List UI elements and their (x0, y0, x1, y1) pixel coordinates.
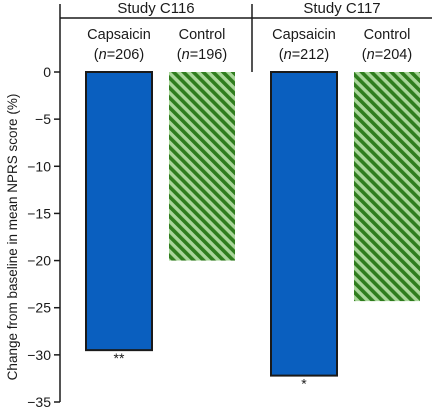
bar-capsaicin (270, 71, 338, 377)
bar-sample-size: (n=196) (177, 47, 227, 63)
significance-marker: * (301, 376, 307, 392)
y-axis: 0 −5 −10 −15 −20 −25 −30 −35 (27, 64, 61, 410)
y-tick-label: −35 (27, 394, 51, 410)
y-tick-label: −30 (27, 347, 51, 363)
group-title: Study C117 (303, 0, 380, 17)
bar-label: Capsaicin (87, 27, 151, 43)
bar-sample-size: (n=206) (94, 47, 144, 63)
bar-label: Capsaicin (272, 27, 336, 43)
y-tick-label: −10 (27, 158, 51, 174)
y-tick-label: 0 (43, 64, 51, 80)
significance-marker: ** (114, 350, 125, 366)
bar-capsaicin (85, 71, 153, 352)
bar-labels: Capsaicin (n=206) ** Control (n=196) Capsaici… (87, 27, 412, 392)
y-tick-label: −20 (27, 253, 51, 269)
y-tick-label: −15 (27, 205, 51, 221)
y-axis-label: Change from baseline in mean NPRS score … (5, 94, 20, 381)
group-title: Study C116 (117, 0, 194, 17)
bar-sample-size: (n=204) (362, 47, 412, 63)
bar-control (354, 72, 420, 302)
bar-sample-size: (n=212) (279, 47, 329, 63)
y-tick-label: −5 (35, 111, 51, 127)
bar-control (169, 72, 235, 261)
y-tick-label: −25 (27, 300, 51, 316)
bar-label: Control (364, 27, 411, 43)
bar-label: Control (179, 27, 226, 43)
bars (85, 71, 420, 377)
group-header: Study C116 Study C117 (59, 0, 432, 72)
